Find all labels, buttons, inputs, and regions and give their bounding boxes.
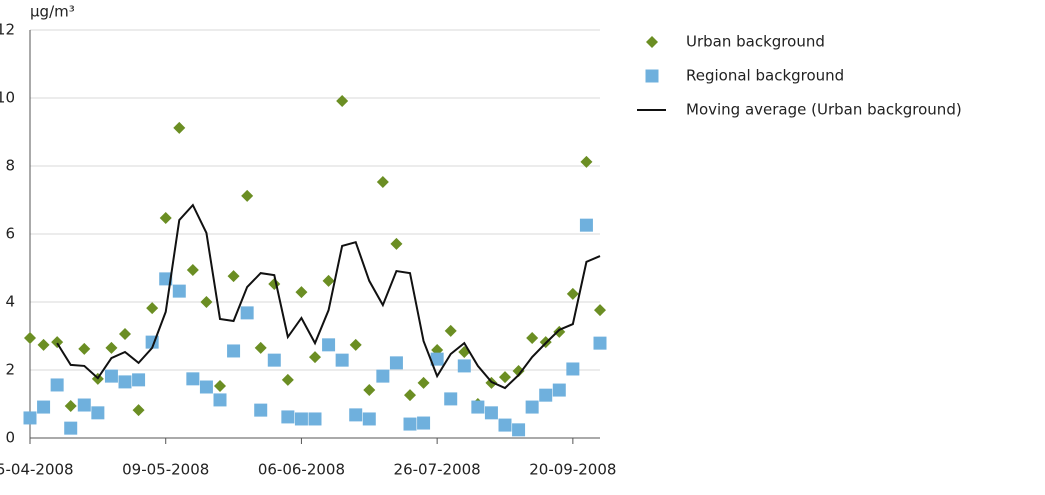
urban-point [146, 302, 159, 315]
regional-point [566, 362, 580, 376]
y-tick-label: 12 [0, 21, 15, 39]
urban-point [241, 189, 254, 202]
legend-diamond [646, 36, 658, 48]
urban-point [132, 404, 145, 417]
urban-point [173, 121, 186, 134]
regional-point [335, 353, 349, 367]
regional-point [417, 416, 431, 430]
urban-point [37, 338, 50, 351]
regional-point [294, 412, 308, 426]
legend-square [645, 69, 659, 83]
moving-average-line [56, 203, 601, 390]
urban-point [214, 379, 226, 392]
urban-point [349, 338, 362, 351]
x-tick-label: 20-09-2008 [529, 461, 616, 479]
urban-point [119, 327, 131, 340]
y-tick-label: 6 [5, 225, 15, 243]
regional-point [267, 353, 281, 367]
regional-point [498, 418, 512, 432]
urban-point [390, 237, 403, 250]
y-tick-label: 10 [0, 89, 15, 107]
urban-point [363, 384, 376, 397]
y-tick-label: 8 [5, 157, 15, 175]
regional-point [50, 378, 64, 392]
urban-point [186, 264, 199, 277]
regional-point [430, 352, 444, 366]
urban-point [566, 287, 579, 300]
urban-point [444, 324, 457, 337]
urban-point [309, 351, 321, 364]
legend-label: Urban background [686, 33, 825, 51]
urban-point [512, 365, 525, 378]
urban-point [322, 274, 335, 287]
urban-point [376, 175, 389, 188]
regional-point [281, 410, 295, 424]
x-tick-label: 09-05-2008 [122, 461, 209, 479]
urban-point [78, 342, 91, 355]
regional-point [593, 336, 607, 350]
urban-point [64, 400, 77, 413]
regional-point [308, 412, 322, 426]
legend-label: Regional background [686, 67, 844, 85]
urban-point [227, 270, 240, 283]
urban-point [499, 371, 511, 384]
urban-point [295, 286, 308, 299]
regional-point [64, 421, 78, 435]
urban-point [526, 332, 539, 345]
urban-point [254, 341, 267, 354]
regional-point [579, 218, 593, 232]
regional-point [172, 284, 186, 298]
x-tick-label: 26-07-2008 [394, 461, 481, 479]
regional-point [512, 423, 526, 437]
regional-point [444, 392, 458, 406]
regional-point [389, 356, 403, 370]
x-tick-label: 05-04-2008 [0, 461, 74, 479]
regional-point [254, 403, 268, 417]
legend-label: Moving average (Urban background) [686, 101, 962, 119]
urban-point [417, 376, 430, 389]
urban-point [281, 373, 294, 386]
regional-point [186, 372, 200, 386]
regional-point [199, 380, 213, 394]
regional-point [362, 412, 376, 426]
regional-point [132, 373, 146, 387]
urban-point [105, 341, 118, 354]
regional-point [118, 375, 132, 389]
regional-point [91, 406, 105, 420]
urban-point [580, 155, 593, 168]
regional-point [376, 369, 390, 383]
urban-point [51, 336, 64, 349]
regional-point [484, 406, 498, 420]
regional-point [349, 408, 363, 422]
regional-point [240, 306, 254, 320]
regional-point [471, 400, 485, 414]
urban-point [159, 212, 172, 225]
urban-point [336, 95, 349, 108]
regional-point [403, 417, 417, 431]
regional-point [159, 272, 173, 286]
y-tick-label: 4 [5, 293, 15, 311]
urban-point [200, 296, 213, 308]
urban-point [404, 389, 416, 402]
regional-point [213, 393, 227, 407]
regional-point [77, 398, 91, 412]
y-unit: µg/m³ [30, 3, 75, 21]
urban-point [24, 332, 36, 345]
regional-point [539, 388, 553, 402]
regional-point [525, 400, 539, 414]
urban-point [594, 304, 606, 317]
regional-point [104, 369, 118, 383]
y-tick-label: 2 [5, 361, 15, 379]
y-tick-label: 0 [5, 429, 15, 447]
regional-point [457, 359, 471, 373]
regional-point [37, 400, 51, 414]
regional-point [322, 338, 336, 352]
regional-point [552, 383, 566, 397]
regional-point [227, 344, 241, 358]
x-tick-label: 06-06-2008 [258, 461, 345, 479]
regional-point [23, 411, 37, 425]
